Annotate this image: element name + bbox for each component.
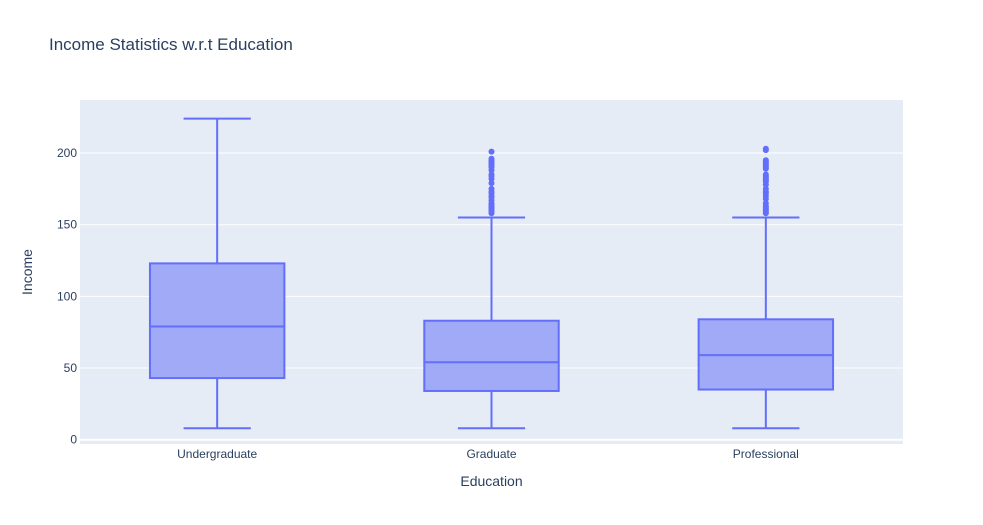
y-axis-label: Income [19,249,35,295]
box-plot-series [148,117,835,430]
outlier-point [488,148,495,155]
y-tick-label: 200 [57,146,77,160]
axes: 0 50 100 150 200 Undergraduate Graduate Profess… [57,146,799,461]
box-professional [697,145,835,430]
outlier-point [762,200,769,207]
box-graduate [423,148,560,430]
x-tick-label: Graduate [466,447,516,461]
outlier-point [488,171,495,178]
box-undergraduate [148,117,286,430]
box-iqr [423,319,560,392]
x-tick-label: Undergraduate [177,447,257,461]
y-tick-label: 50 [64,361,78,375]
x-tick-label: Professional [733,447,799,461]
outlier-point [488,155,495,162]
outlier-point [488,185,495,192]
y-tick-label: 100 [57,289,77,303]
outlier-point [762,171,769,178]
y-tick-label: 150 [57,218,77,232]
y-tick-label: 0 [70,433,77,447]
chart-title: Income Statistics w.r.t Education [49,35,293,54]
outlier-point [762,145,769,152]
outlier-point [762,157,769,164]
outlier-point [762,185,769,192]
outlier-point [488,180,495,187]
x-axis-label: Education [460,473,522,489]
box-iqr [148,262,286,380]
